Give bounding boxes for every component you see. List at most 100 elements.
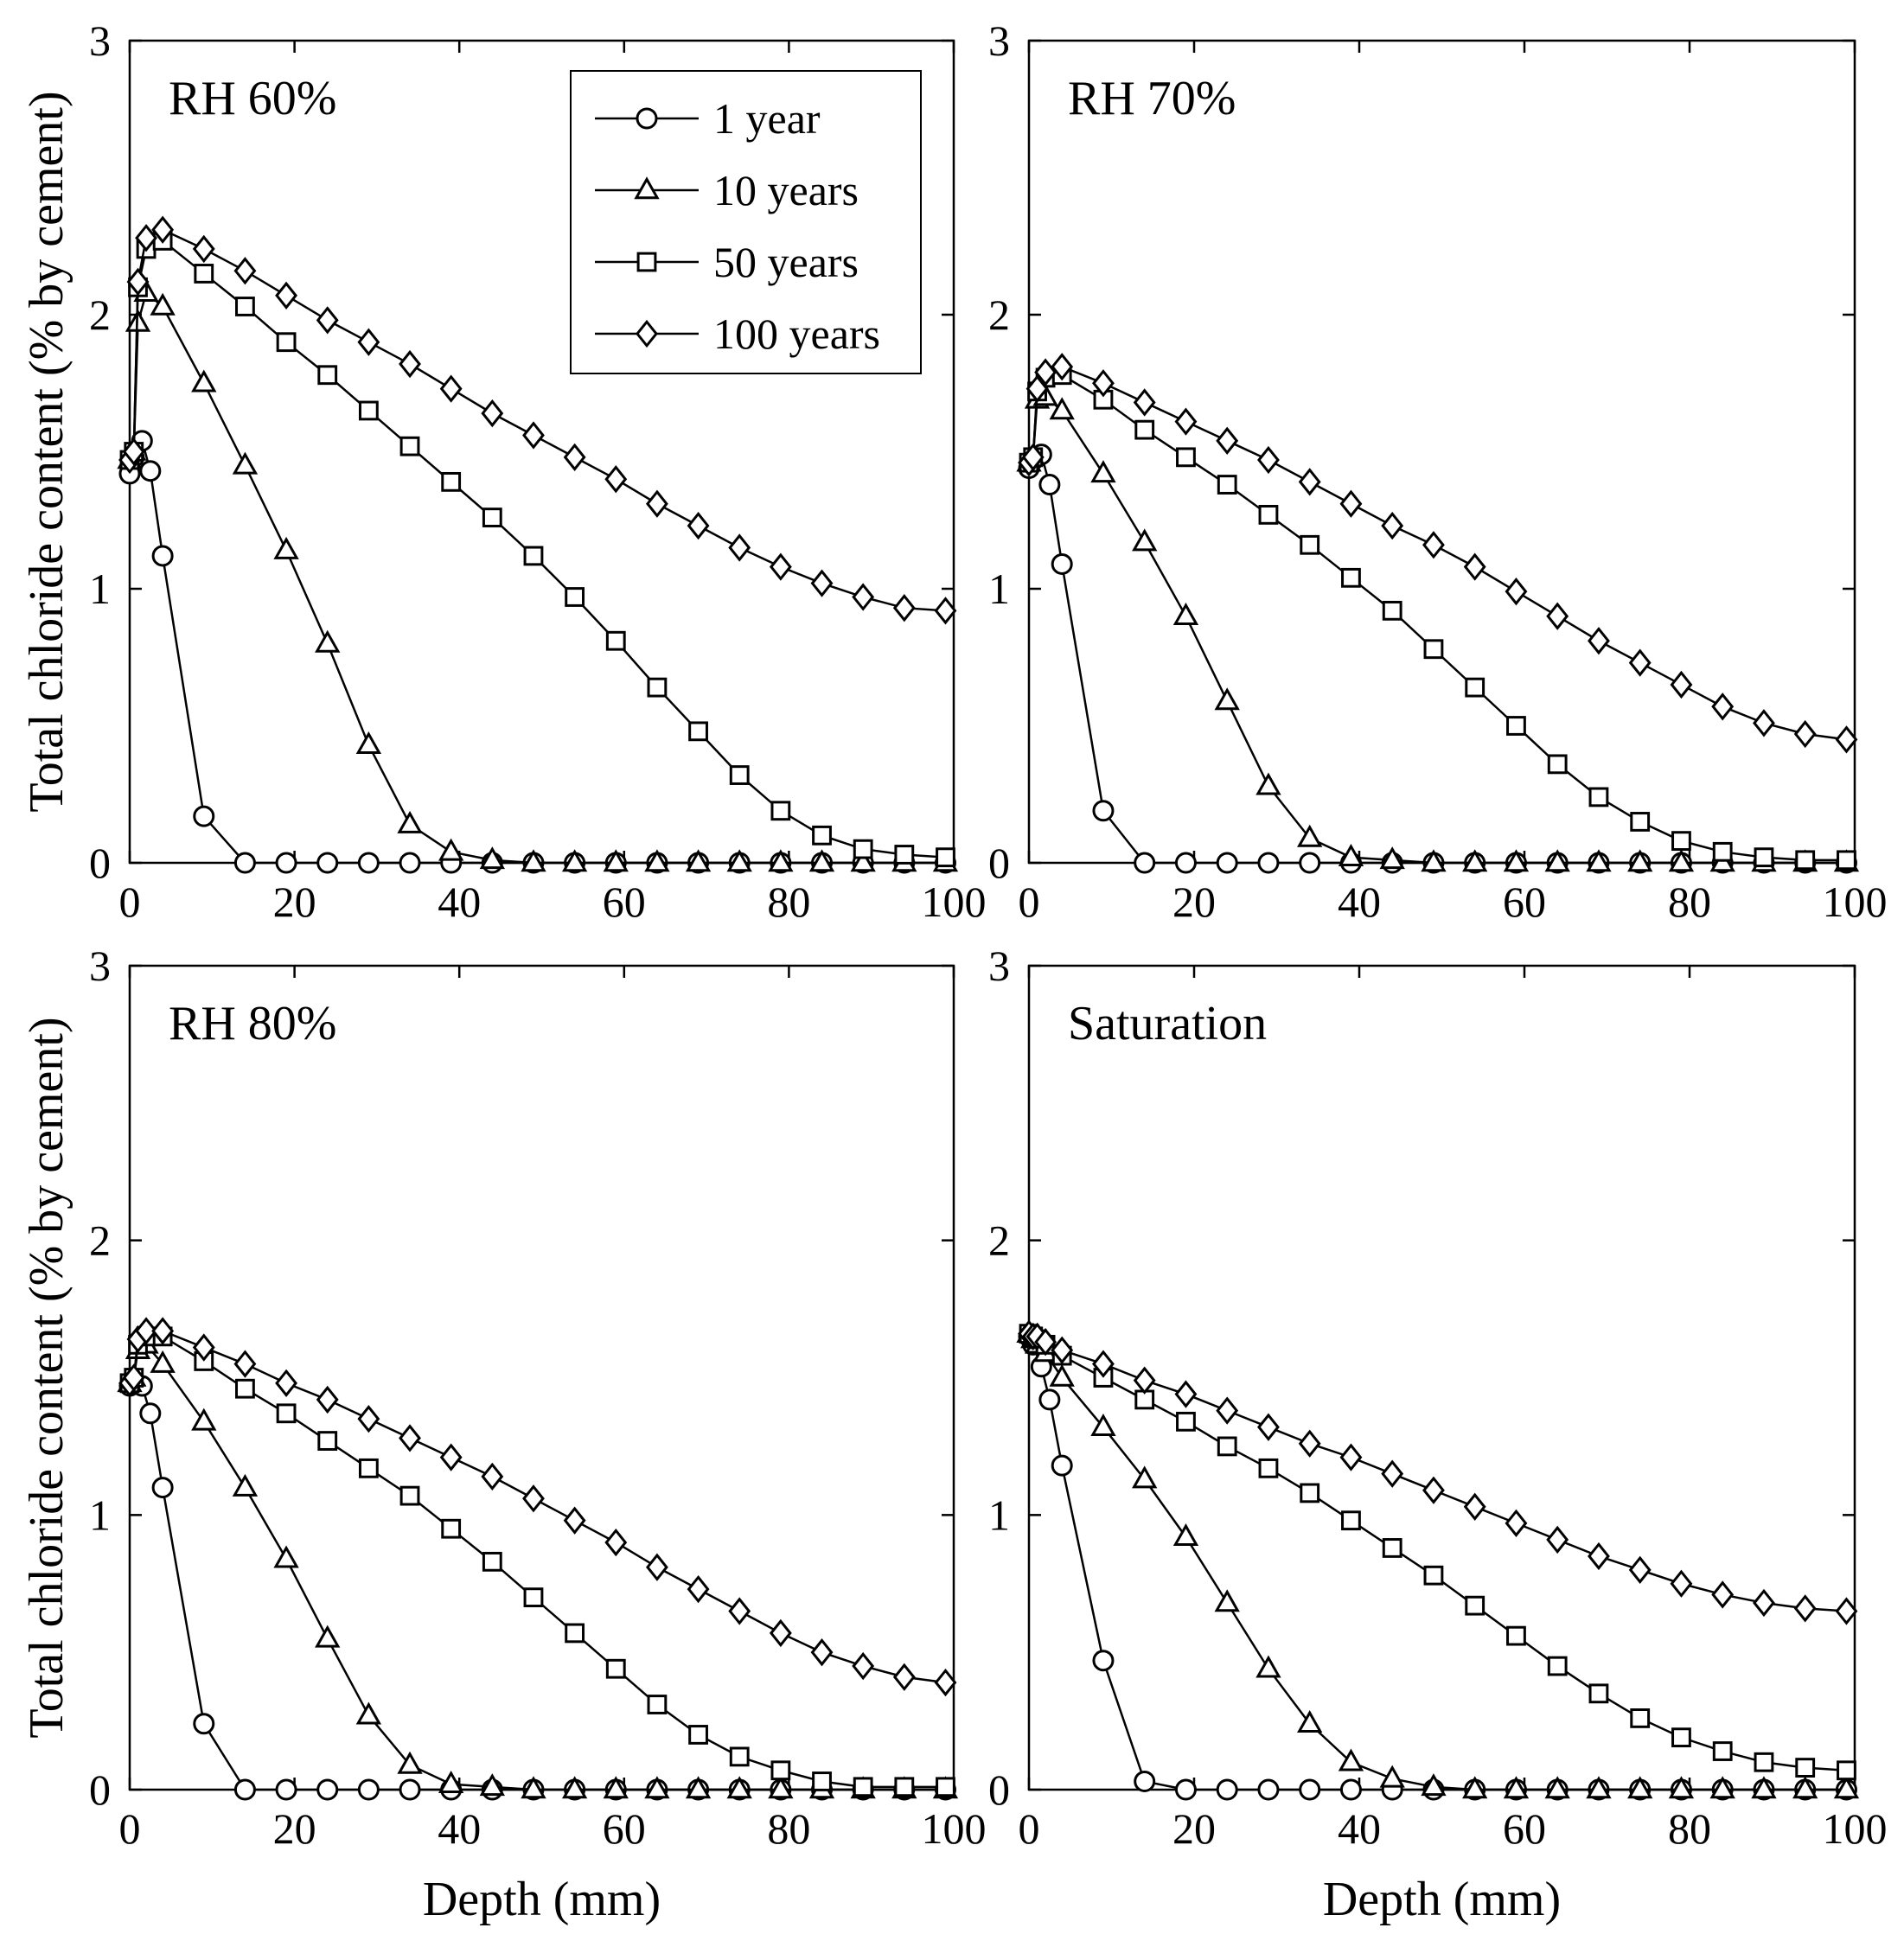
legend-label: 50 years — [713, 238, 859, 286]
data-point-square — [1837, 850, 1856, 871]
data-point-triangle — [768, 1776, 794, 1799]
data-point-circle — [139, 460, 162, 482]
data-point-square — [688, 721, 708, 742]
data-point-circle — [1092, 1650, 1115, 1672]
data-point-diamond — [1670, 1569, 1693, 1598]
legend-label: 10 years — [713, 166, 859, 214]
data-point-square — [1795, 850, 1816, 871]
x-tick-label: 40 — [1338, 878, 1381, 926]
data-point-diamond — [645, 1553, 668, 1581]
series-circle — [118, 430, 956, 874]
data-point-square — [1382, 1538, 1402, 1558]
x-tick-label: 60 — [1503, 1804, 1546, 1853]
data-point-diamond — [135, 1317, 157, 1345]
data-point-square — [1134, 419, 1155, 440]
data-point-diamond — [1133, 1366, 1156, 1395]
data-point-square — [1217, 1436, 1237, 1457]
data-point-triangle — [150, 1350, 176, 1373]
data-point-circle — [316, 1778, 339, 1801]
data-point-square — [358, 1458, 379, 1478]
legend-entry: 100 years — [595, 310, 880, 358]
x-tick-label: 60 — [603, 878, 646, 926]
data-point-circle — [399, 852, 421, 874]
y-tick-label: 2 — [89, 290, 111, 339]
data-point-square — [194, 264, 214, 284]
data-point-diamond — [1463, 1492, 1486, 1521]
series-diamond — [1018, 353, 1858, 754]
panel-3: 0 20 40 60 80 100 0 1 2 3 RH 80% Total chloride con… — [20, 942, 987, 1926]
data-point-square — [853, 839, 873, 859]
data-point-square — [853, 1777, 873, 1797]
series-line — [128, 437, 946, 865]
y-tick-label: 2 — [89, 1216, 111, 1265]
data-point-triangle — [1544, 849, 1570, 872]
data-point-diamond — [1711, 1580, 1735, 1609]
data-point-square — [1588, 787, 1609, 808]
data-point-square — [729, 765, 750, 785]
x-tick-label: 100 — [922, 878, 987, 926]
data-point-circle — [1134, 1770, 1156, 1792]
data-point-square — [1341, 1510, 1361, 1531]
data-point-circle — [1038, 474, 1061, 496]
data-point-square — [482, 1551, 502, 1572]
data-point-triangle — [726, 1776, 752, 1799]
data-point-circle — [1174, 1778, 1197, 1801]
data-point-diamond — [1051, 1336, 1074, 1364]
data-point-triangle — [1668, 1776, 1695, 1799]
x-axis-title: Depth (mm) — [423, 1873, 661, 1926]
data-point-triangle — [1297, 1710, 1323, 1733]
data-point-square — [894, 845, 915, 865]
data-point-triangle — [521, 1776, 546, 1799]
data-point-diamond — [934, 597, 957, 625]
data-point-triangle — [479, 846, 505, 870]
series-triangle — [117, 1331, 959, 1799]
data-point-triangle — [850, 849, 876, 872]
series-square — [119, 1326, 955, 1797]
data-point-square — [1465, 1595, 1486, 1616]
data-point-diamond — [399, 1424, 421, 1452]
series-square — [1019, 365, 1856, 871]
data-point-diamond — [192, 234, 215, 264]
data-point-square — [1300, 1483, 1320, 1503]
data-point-circle — [1051, 1454, 1073, 1477]
data-point-square — [1754, 1752, 1774, 1772]
data-point-diamond — [1257, 1413, 1280, 1441]
legend-label: 1 year — [713, 94, 821, 143]
data-point-circle — [193, 1713, 215, 1735]
x-tick-label: 20 — [1172, 1804, 1216, 1853]
data-point-circle — [139, 1402, 162, 1425]
data-point-triangle — [273, 1545, 299, 1568]
data-point-circle — [1257, 852, 1280, 874]
data-point-square — [1506, 716, 1526, 736]
data-point-triangle — [1338, 843, 1364, 866]
data-point-diamond — [1092, 1350, 1115, 1378]
data-point-triangle — [561, 1776, 588, 1799]
data-point-square — [1630, 1708, 1651, 1728]
data-point-square — [1217, 475, 1237, 495]
panel-label: Saturation — [1068, 997, 1267, 1050]
legend-marker-triangle — [634, 176, 660, 200]
x-tick-label: 60 — [603, 1804, 646, 1853]
data-point-square — [1423, 1565, 1444, 1586]
data-point-triangle — [1421, 849, 1447, 872]
plot-frame — [1027, 39, 1856, 865]
data-point-circle — [1216, 852, 1238, 874]
data-point-triangle — [1544, 1776, 1570, 1799]
data-point-circle — [1038, 1388, 1061, 1411]
data-point-triangle — [1586, 849, 1612, 872]
data-point-square — [936, 847, 955, 868]
data-point-diamond — [357, 1404, 380, 1433]
data-point-square — [441, 1518, 462, 1539]
x-tick-label: 0 — [1019, 1804, 1040, 1853]
data-point-diamond — [1793, 719, 1817, 749]
x-tick-label: 20 — [1172, 878, 1216, 926]
data-point-triangle — [1090, 1413, 1116, 1436]
y-tick-label: 3 — [988, 942, 1010, 990]
data-point-square — [605, 630, 626, 651]
data-point-diamond — [1174, 1380, 1198, 1408]
y-tick-label: 3 — [988, 16, 1010, 65]
data-point-triangle — [1172, 1523, 1199, 1547]
data-point-triangle — [479, 1773, 505, 1797]
data-point-square — [358, 400, 379, 421]
data-point-triangle — [685, 1776, 712, 1799]
